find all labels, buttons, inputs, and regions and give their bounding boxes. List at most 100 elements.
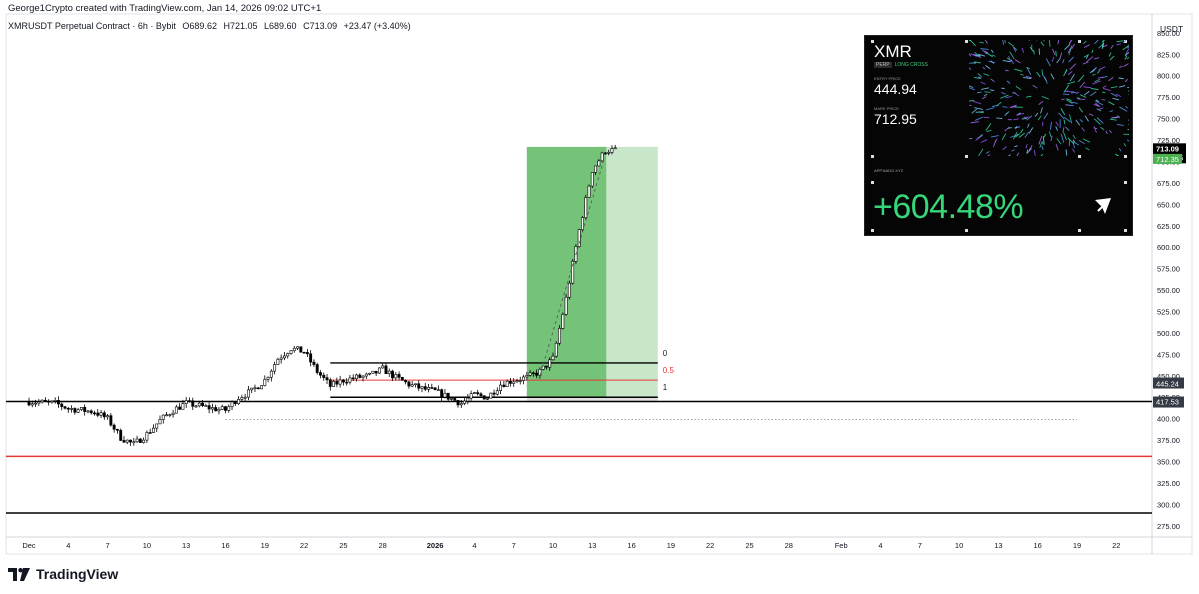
card-entry-label: ENTRY PRICE [874, 76, 901, 81]
card-artwork-stroke [985, 65, 991, 70]
card-artwork-stroke [1079, 119, 1084, 123]
price-axis-tick: 775.00 [1157, 93, 1180, 102]
card-artwork-stroke [1096, 69, 1101, 74]
card-artwork-stroke [1124, 55, 1128, 60]
card-artwork-stroke [1092, 73, 1096, 76]
price-axis-tick: 600.00 [1157, 243, 1180, 252]
candle-body [472, 392, 476, 394]
card-artwork-stroke [974, 61, 981, 64]
card-artwork-stroke [974, 107, 984, 110]
candle-body [518, 380, 522, 382]
card-artwork-stroke [1026, 149, 1029, 154]
card-artwork-stroke [1034, 112, 1039, 117]
candle-body [266, 376, 270, 380]
candle-body [73, 408, 77, 413]
time-axis-tick: 16 [627, 541, 635, 550]
candle-body [273, 364, 277, 372]
candle-body [476, 392, 480, 395]
candle-body [581, 217, 584, 230]
candle-body [551, 355, 555, 361]
level-upper-box [1153, 377, 1184, 389]
card-artwork-stroke [1083, 44, 1090, 48]
card-artwork-stroke [1026, 66, 1032, 75]
time-axis-tick: 7 [512, 541, 516, 550]
card-artwork-stroke [1116, 40, 1124, 43]
card-artwork-stroke [1055, 126, 1058, 131]
candle-body [292, 347, 296, 351]
card-artwork-stroke [1126, 139, 1129, 142]
card-artwork-stroke [985, 123, 992, 131]
candle-body [96, 412, 100, 416]
card-artwork-stroke [1091, 69, 1096, 73]
price-axis-tick: 275.00 [1157, 522, 1180, 531]
price-axis-tick: 675.00 [1157, 179, 1180, 188]
price-axis-tick: 575.00 [1157, 265, 1180, 274]
card-artwork-stroke [1119, 106, 1128, 112]
card-artwork-stroke [1002, 106, 1008, 108]
card-artwork-stroke [1057, 40, 1060, 45]
card-artwork-stroke [1100, 126, 1105, 131]
candle-body [453, 398, 457, 401]
card-artwork-stroke [1001, 92, 1006, 95]
horizontal-levels[interactable] [6, 400, 1152, 514]
candle-body [93, 412, 96, 415]
candle-body [522, 376, 525, 381]
card-artwork-stroke [1122, 44, 1129, 51]
card-artwork-stroke [1101, 40, 1104, 48]
candle-body [571, 261, 575, 284]
candle-body [587, 185, 591, 198]
price-axis[interactable]: USDT 850.00 825.00 800.00 775.00 750.00 725.0… [1157, 24, 1183, 531]
candle-body [440, 389, 444, 398]
card-artwork-stroke [1063, 119, 1066, 125]
candle-body [436, 389, 440, 391]
candle-body [210, 407, 214, 410]
card-artwork-stroke [1089, 113, 1094, 117]
candle-body [443, 392, 447, 398]
candle-body [610, 148, 614, 153]
candle-body [191, 400, 195, 407]
card-artwork-stroke [1002, 60, 1011, 63]
candle-body [387, 370, 391, 375]
candle-body [47, 400, 51, 403]
candle-body [607, 152, 611, 154]
candle-body [66, 407, 70, 410]
card-artwork-stroke [1125, 105, 1129, 109]
card-artwork-stroke [979, 41, 984, 44]
candle-body [495, 390, 499, 395]
candle-body [79, 407, 83, 410]
card-artwork-stroke [1071, 43, 1075, 49]
time-axis[interactable]: Dec 4 7 10 13 16 19 22 25 28 2026 4 7 10 13 16 19 22 25 28 F… [22, 541, 1120, 550]
card-artwork-stroke [970, 53, 978, 57]
price-axis-tick: 725.00 [1157, 136, 1180, 145]
candle-body [407, 381, 411, 387]
candle-body [502, 384, 506, 387]
card-corner-dot [1124, 40, 1127, 43]
card-artwork-stroke [1025, 75, 1033, 79]
time-axis-tick: 16 [221, 541, 229, 550]
candle-body [338, 379, 342, 385]
candle-body [319, 372, 322, 376]
position-stop-zone [526, 397, 658, 403]
candle-body [289, 350, 293, 354]
card-artwork-stroke [1004, 40, 1006, 44]
card-artwork-stroke [1066, 99, 1073, 104]
position-zones[interactable] [526, 146, 658, 403]
symbol-name[interactable]: XMRUSDT Perpetual Contract · 6h · Bybit [8, 21, 176, 31]
card-artwork-stroke [1008, 154, 1011, 156]
candle-body [590, 172, 594, 187]
card-artwork-stroke [1093, 103, 1099, 107]
card-artwork-stroke [1009, 51, 1015, 60]
candle-body [430, 387, 434, 389]
candle-body [138, 438, 142, 443]
candle-body [57, 400, 60, 405]
candle-body [545, 365, 548, 368]
candle-body [525, 375, 529, 378]
candle-body [145, 432, 149, 441]
position-profit-zone-extended [606, 146, 658, 398]
card-artwork-stroke [984, 93, 988, 97]
card-entry-price: 444.94 [874, 81, 917, 97]
candle-body [158, 419, 162, 425]
card-artwork-stroke [1110, 86, 1118, 89]
candle-body [564, 296, 568, 315]
